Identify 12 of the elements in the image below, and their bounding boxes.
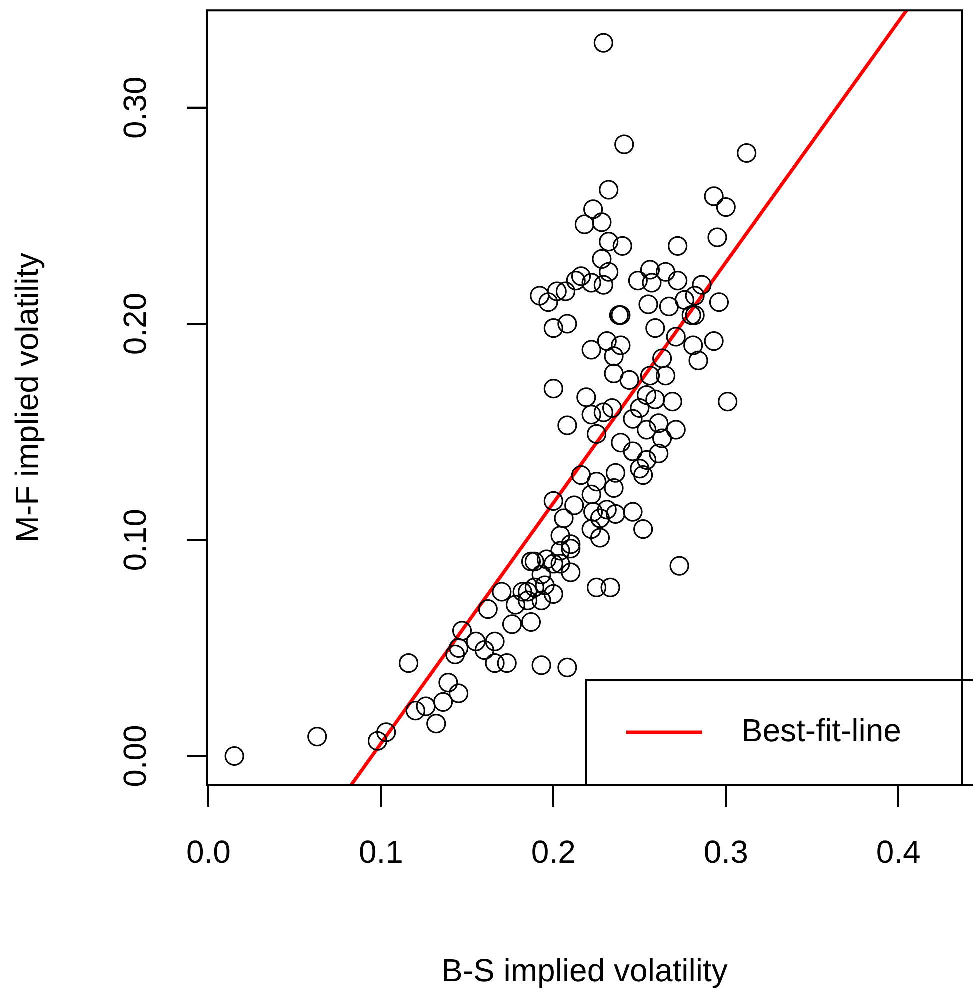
y-tick-label: 0.10 xyxy=(116,508,153,572)
y-tick-label: 0.20 xyxy=(116,292,153,356)
x-tick-label: 0.4 xyxy=(876,834,921,870)
y-axis-title: M-F implied volatility xyxy=(9,252,46,543)
legend-label: Best-fit-line xyxy=(741,712,902,748)
x-tick-label: 0.1 xyxy=(358,834,404,870)
x-tick-label: 0.2 xyxy=(531,834,576,870)
y-tick-label: 0.30 xyxy=(116,76,153,139)
x-tick-label: 0.3 xyxy=(704,834,748,870)
y-tick-label: 0.00 xyxy=(116,725,153,788)
x-axis-title: B-S implied volatility xyxy=(442,952,728,989)
x-tick-label: 0.0 xyxy=(186,834,231,870)
